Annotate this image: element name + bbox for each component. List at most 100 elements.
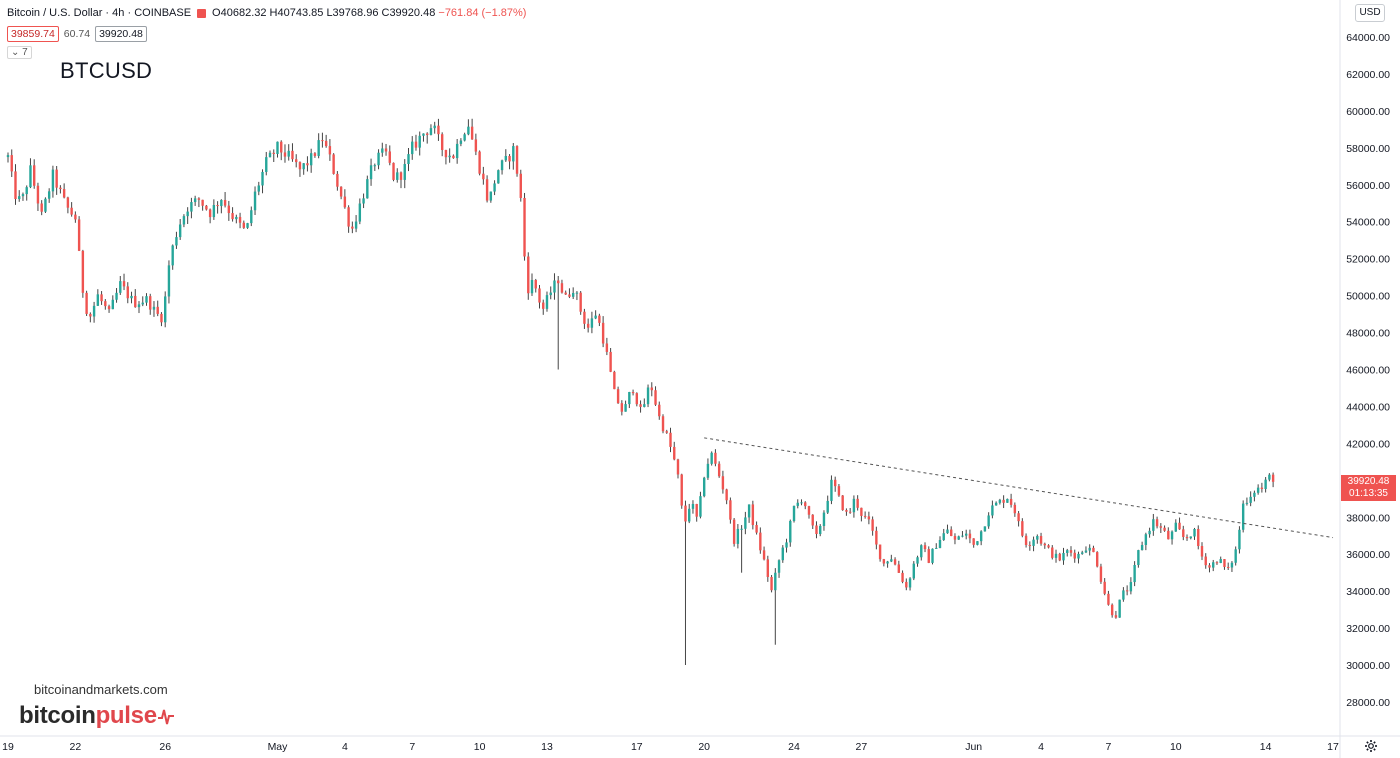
currency-selector[interactable]: USD — [1355, 4, 1385, 22]
candle — [89, 312, 92, 323]
candle — [40, 200, 43, 216]
candle — [167, 260, 171, 304]
candle — [953, 533, 957, 545]
candle — [115, 288, 118, 303]
candle — [137, 301, 141, 314]
buy-price-button[interactable]: 39920.48 — [95, 26, 147, 42]
logo-text-bitcoin: bitcoin — [19, 702, 96, 729]
candle — [107, 304, 111, 313]
candle — [646, 384, 650, 408]
brand-logo: bitcoin pulse — [19, 702, 174, 730]
time-tick-label: 7 — [409, 741, 415, 753]
candle — [175, 231, 178, 249]
candle — [908, 577, 912, 591]
candle — [762, 546, 766, 561]
candle — [688, 503, 691, 524]
sell-price-button[interactable]: 39859.74 — [7, 26, 59, 42]
candle — [579, 291, 582, 315]
candle — [411, 136, 414, 160]
candle — [149, 293, 152, 315]
candle — [751, 500, 755, 530]
candle — [774, 568, 777, 645]
candle — [1200, 542, 1204, 561]
candle — [197, 197, 201, 208]
gear-icon[interactable] — [1364, 739, 1378, 753]
price-tick-label: 58000.00 — [1346, 143, 1390, 155]
symbol-name: Bitcoin / U.S. Dollar — [7, 7, 103, 19]
candle — [283, 144, 287, 163]
candle — [201, 199, 204, 211]
price-tick-label: 30000.00 — [1346, 660, 1390, 672]
candle — [575, 291, 579, 301]
candle — [306, 156, 309, 172]
candle — [1051, 545, 1054, 560]
candle — [1081, 550, 1084, 555]
candle — [74, 211, 77, 223]
candle — [336, 171, 339, 191]
candle — [1144, 532, 1148, 551]
candle — [223, 192, 227, 208]
candle — [474, 133, 478, 156]
candle — [205, 204, 208, 211]
candle — [448, 148, 451, 163]
candle — [717, 461, 721, 478]
candle — [164, 291, 167, 328]
candle — [332, 153, 335, 175]
candle — [246, 222, 249, 229]
candle — [1256, 484, 1260, 495]
candle — [800, 499, 803, 506]
candle — [369, 158, 373, 186]
candle — [643, 398, 646, 408]
candle — [122, 273, 126, 291]
price-tick-label: 52000.00 — [1346, 254, 1390, 266]
candle — [351, 221, 354, 234]
trendline[interactable] — [704, 437, 1334, 539]
candle — [36, 182, 40, 211]
candle — [55, 166, 58, 195]
candle — [47, 188, 51, 203]
candle — [549, 286, 552, 300]
time-tick-label: 19 — [2, 741, 14, 753]
candle — [639, 400, 642, 413]
indicators-toggle[interactable]: ⌄ 7 — [7, 46, 32, 59]
candle — [856, 495, 859, 511]
candle — [635, 392, 639, 407]
candle — [890, 554, 893, 563]
candlestick-series — [6, 118, 1275, 666]
flag-icon[interactable] — [197, 8, 207, 18]
time-tick-label: 20 — [698, 741, 710, 753]
candle — [1107, 590, 1110, 606]
price-axis[interactable]: 28000.00 30000.00 32000.00 34000.00 36000.00… — [1346, 32, 1390, 709]
candle — [624, 400, 627, 412]
candle — [680, 473, 683, 509]
time-axis[interactable]: 19 22 26 May 4 7 10 13 17 20 24 27 Jun 4 7 10 14 17 — [2, 741, 1339, 753]
candle — [504, 149, 508, 162]
candle — [291, 143, 294, 162]
candle — [497, 169, 500, 184]
candle — [560, 279, 564, 294]
candle — [893, 557, 897, 566]
candle — [1017, 511, 1020, 527]
candle — [860, 507, 863, 522]
candle — [1234, 546, 1237, 566]
site-url: bitcoinandmarkets.com — [34, 682, 168, 697]
candle — [467, 119, 470, 136]
candle — [452, 154, 455, 159]
candle — [935, 543, 938, 549]
candle — [650, 382, 653, 397]
candle — [429, 124, 433, 136]
candle — [280, 140, 283, 161]
price-tick-label: 36000.00 — [1346, 549, 1390, 561]
symbol-title[interactable]: Bitcoin / U.S. Dollar · 4h · COINBASE — [7, 7, 192, 19]
candle — [1268, 473, 1271, 482]
candle — [119, 275, 122, 295]
candle — [912, 561, 915, 581]
candle — [706, 458, 710, 480]
candle — [702, 476, 706, 498]
candle — [916, 555, 919, 567]
candle — [373, 163, 377, 171]
candle — [152, 301, 156, 317]
candle — [564, 290, 567, 295]
candle — [609, 347, 612, 373]
